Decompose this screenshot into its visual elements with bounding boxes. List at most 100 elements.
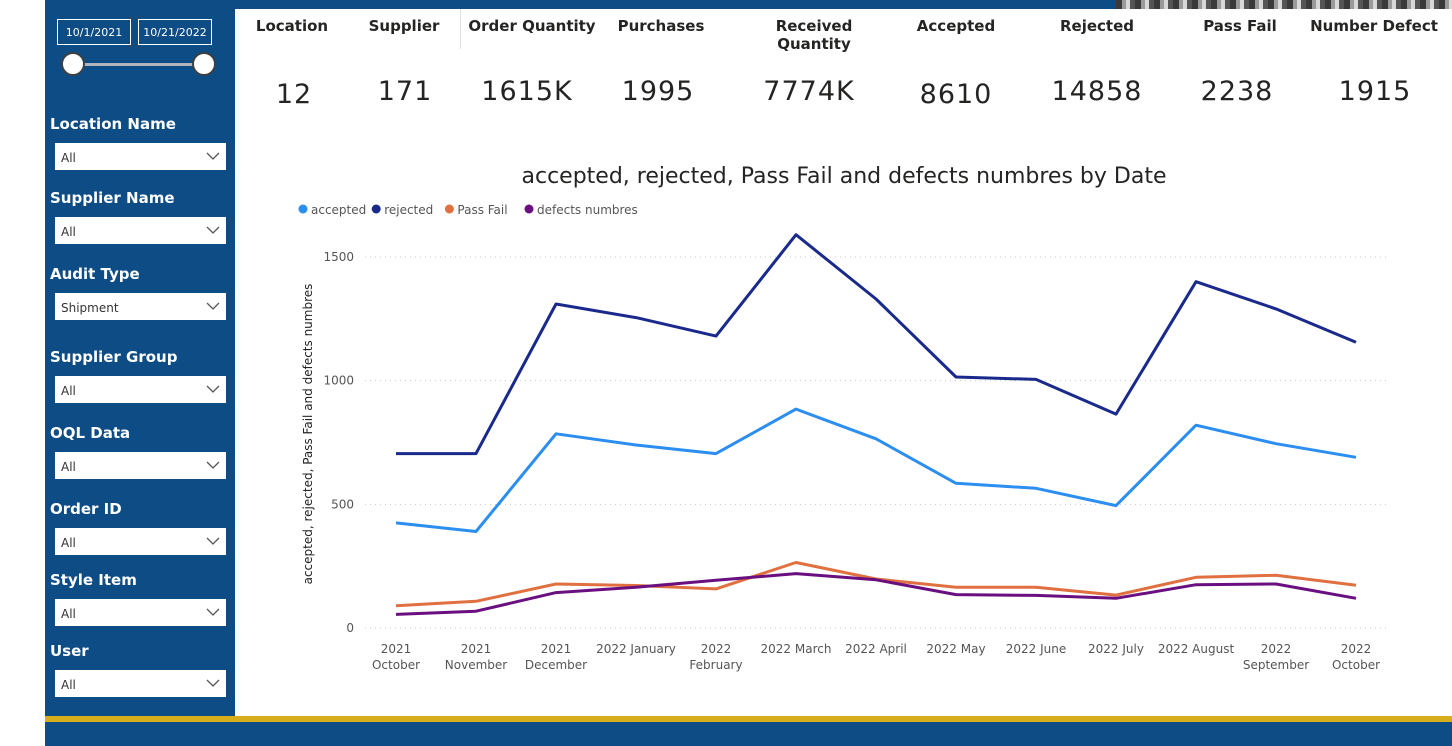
- end-date-input[interactable]: 10/21/2022: [138, 19, 212, 45]
- dropdown-value: Shipment: [61, 301, 119, 315]
- kpi-value-accepted: 8610: [919, 79, 993, 110]
- date-slider-track[interactable]: [72, 63, 204, 66]
- chevron-down-icon: [206, 302, 220, 310]
- chevron-down-icon: [206, 537, 220, 545]
- date-slider-start-handle[interactable]: [61, 52, 85, 76]
- line-chart: accepted, rejected, Pass Fail and defect…: [298, 164, 1388, 672]
- chart-series[interactable]: [395, 233, 1357, 616]
- kpi-value-number-defect: 1915: [1338, 76, 1412, 107]
- x-tick-label: 2022 September: [1243, 642, 1309, 672]
- kpi-divider: [460, 9, 461, 49]
- start-date-input[interactable]: 10/1/2021: [57, 19, 131, 45]
- chevron-down-icon: [206, 385, 220, 393]
- x-tick-label-line: 2022 August: [1158, 642, 1235, 656]
- x-tick-label: 2022 March: [761, 642, 832, 656]
- x-tick-label: 2022 August: [1158, 642, 1235, 656]
- dropdown-value: All: [61, 225, 76, 239]
- kpi-value-purchases: 1995: [621, 76, 695, 107]
- kpi-label-location: Location: [255, 17, 329, 35]
- x-tick-label-line: 2022 April: [845, 642, 907, 656]
- chevron-down-icon: [206, 679, 220, 687]
- y-tick-label: 1000: [323, 374, 354, 388]
- order-id-dropdown[interactable]: All: [55, 528, 226, 555]
- y-axis-ticks: 0 500 1000 1500: [323, 250, 354, 635]
- x-tick-label: 2022 February: [689, 642, 742, 672]
- x-tick-label: 2022 April: [845, 642, 907, 656]
- x-tick-label-line: 2021: [381, 642, 412, 656]
- legend-label[interactable]: Pass Fail: [457, 203, 507, 217]
- chevron-down-icon: [206, 152, 220, 160]
- chart-legend[interactable]: accepted rejected Pass Fail defects numbres: [298, 203, 638, 217]
- chevron-down-icon: [206, 461, 220, 469]
- y-axis-label: accepted, rejected, Pass Fail and defect…: [301, 284, 315, 585]
- oql-data-dropdown[interactable]: All: [55, 452, 226, 479]
- kpi-label-received-quantity: Received Quantity: [775, 17, 853, 53]
- chart-title: accepted, rejected, Pass Fail and defect…: [522, 164, 1167, 189]
- x-tick-label: 2022 October: [1332, 642, 1380, 672]
- x-tick-label-line: 2022 January: [596, 642, 676, 656]
- x-tick-label: 2021 November: [445, 642, 507, 672]
- kpi-label-accepted: Accepted: [916, 17, 996, 35]
- chevron-down-icon: [206, 226, 220, 234]
- y-tick-label: 1500: [323, 250, 354, 264]
- x-tick-label-line: December: [525, 658, 587, 672]
- x-tick-label-line: November: [445, 658, 507, 672]
- legend-marker: [524, 204, 534, 214]
- filter-label-oql-data: OQL Data: [50, 424, 131, 442]
- dropdown-value: All: [61, 536, 76, 550]
- x-axis-ticks: 2021 October 2021 November 2021 December 2022 …: [372, 642, 1380, 672]
- supplier-group-dropdown[interactable]: All: [55, 376, 226, 403]
- legend-label[interactable]: rejected: [384, 203, 433, 217]
- kpi-label-supplier: Supplier: [368, 17, 440, 35]
- style-item-dropdown[interactable]: All: [55, 599, 226, 626]
- location-name-dropdown[interactable]: All: [55, 143, 226, 170]
- x-tick-label-line: 2021: [541, 642, 572, 656]
- x-tick-label: 2021 October: [372, 642, 420, 672]
- date-slider-end-handle[interactable]: [192, 52, 216, 76]
- kpi-value-rejected: 14858: [1051, 76, 1143, 107]
- kpi-label-rejected: Rejected: [1059, 17, 1134, 35]
- dropdown-value: All: [61, 151, 76, 165]
- series-line-accepted[interactable]: [395, 407, 1357, 533]
- filter-label-audit-type: Audit Type: [50, 265, 140, 283]
- x-tick-label-line: 2022 June: [1006, 642, 1067, 656]
- y-tick-label: 500: [331, 497, 354, 511]
- x-tick-label-line: October: [1332, 658, 1380, 672]
- kpi-value-order-quantity: 1615K: [481, 76, 573, 107]
- footer-bar: [45, 722, 1452, 746]
- chevron-down-icon: [206, 608, 220, 616]
- x-tick-label: 2022 June: [1006, 642, 1067, 656]
- x-tick-label-line: 2022 July: [1088, 642, 1144, 656]
- x-tick-label: 2021 December: [525, 642, 587, 672]
- kpi-label-purchases: Purchases: [617, 17, 705, 35]
- dropdown-value: All: [61, 384, 76, 398]
- top-strip: [235, 0, 1452, 9]
- user-dropdown[interactable]: All: [55, 670, 226, 697]
- x-tick-label-line: 2022: [1261, 642, 1292, 656]
- x-tick-label-line: 2022: [1341, 642, 1372, 656]
- legend-marker: [371, 204, 381, 214]
- filter-label-style-item: Style Item: [50, 571, 137, 589]
- x-tick-label-line: 2022 March: [761, 642, 832, 656]
- x-tick-label: 2022 July: [1088, 642, 1144, 656]
- legend-label[interactable]: accepted: [311, 203, 366, 217]
- audit-type-dropdown[interactable]: Shipment: [55, 293, 226, 320]
- kpi-value-received-quantity: 7774K: [763, 76, 855, 107]
- x-tick-label: 2022 May: [926, 642, 985, 656]
- series-line-rejected[interactable]: [396, 233, 1357, 456]
- kpi-value-location: 12: [275, 79, 313, 110]
- dropdown-value: All: [61, 678, 76, 692]
- supplier-name-dropdown[interactable]: All: [55, 217, 226, 244]
- legend-label[interactable]: defects numbres: [537, 203, 638, 217]
- x-tick-label-line: September: [1243, 658, 1309, 672]
- x-tick-label-line: 2021: [461, 642, 492, 656]
- filter-sidebar: [45, 0, 235, 718]
- filter-label-location-name: Location Name: [50, 115, 176, 133]
- x-tick-label: 2022 January: [596, 642, 676, 656]
- filter-label-user: User: [50, 642, 89, 660]
- kpi-label-pass-fail: Pass Fail: [1203, 17, 1277, 35]
- kpi-value-supplier: 171: [377, 76, 433, 107]
- series-line-defects-numbres[interactable]: [395, 572, 1357, 616]
- kpi-value-pass-fail: 2238: [1200, 76, 1274, 107]
- x-tick-label-line: February: [689, 658, 742, 672]
